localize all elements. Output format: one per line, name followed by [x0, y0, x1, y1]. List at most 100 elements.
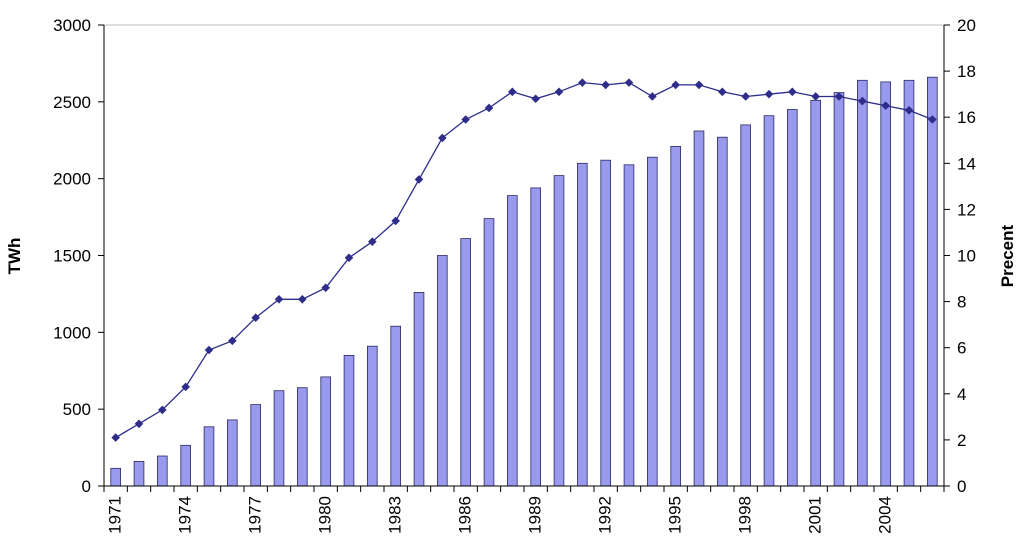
y2-tick-label: 8: [957, 293, 966, 312]
y-tick-label: 500: [63, 400, 91, 419]
bar: [413, 291, 425, 487]
line-point: [321, 283, 330, 293]
x-tick-label: 1974: [176, 496, 195, 534]
y2-tick-label: 18: [957, 62, 976, 81]
line-point: [624, 78, 634, 87]
line-point: [554, 87, 564, 97]
bar: [787, 109, 798, 487]
line-point: [298, 294, 307, 304]
line-point: [904, 105, 914, 115]
line-point: [648, 92, 657, 101]
bar: [110, 467, 122, 487]
x-tick-label: 1983: [386, 496, 405, 534]
line-point: [344, 253, 354, 263]
bar: [927, 76, 938, 487]
bar: [530, 187, 541, 487]
line-point: [694, 80, 704, 90]
y-tick-label: 3000: [53, 16, 91, 35]
x-tick-label: 1980: [316, 496, 335, 534]
y2-tick-label: 12: [957, 200, 976, 219]
bar: [740, 124, 751, 487]
bar: [320, 376, 331, 487]
line-point: [368, 237, 377, 246]
line-point: [508, 87, 517, 97]
bar: [296, 387, 308, 487]
line-point: [438, 133, 447, 143]
line-point: [578, 78, 587, 87]
line-point: [251, 313, 260, 323]
bar: [647, 156, 658, 487]
line-point: [134, 419, 144, 429]
line-point: [718, 87, 727, 97]
line-point: [811, 92, 820, 101]
bar: [880, 81, 891, 487]
line-point: [414, 175, 424, 184]
line-point: [788, 87, 797, 97]
line-point: [881, 101, 890, 110]
line-point: [181, 382, 190, 392]
line-point: [274, 294, 284, 304]
line-point: [484, 103, 494, 113]
y-tick-label: 0: [82, 477, 91, 496]
x-tick-label: 1989: [526, 496, 545, 534]
y-axis-title: TWh: [5, 238, 24, 275]
y-tick-label: 2500: [53, 93, 91, 112]
bar: [133, 460, 145, 487]
x-tick-label: 1971: [106, 496, 125, 534]
bar: [273, 390, 285, 487]
bar: [180, 444, 192, 487]
line-point: [764, 89, 774, 99]
bar: [833, 92, 845, 487]
bar: [903, 79, 915, 487]
y-tick-label: 1500: [53, 247, 91, 266]
line-point: [391, 216, 400, 226]
bar: [553, 175, 565, 487]
line-point: [858, 96, 867, 106]
y2-tick-label: 6: [957, 339, 966, 358]
line-point: [158, 405, 167, 415]
y2-axis-title: Precent: [998, 224, 1017, 287]
series-line: [115, 81, 933, 439]
x-tick-label: 1992: [596, 496, 615, 534]
bar: [343, 354, 355, 487]
bar: [366, 345, 378, 487]
line-point: [111, 433, 120, 442]
bar: [693, 130, 705, 487]
line-point: [461, 115, 470, 124]
bar: [436, 255, 448, 487]
x-tick-label: 1986: [456, 496, 475, 534]
line-point: [228, 336, 237, 346]
y-tick-label: 2000: [53, 170, 91, 189]
line-point: [671, 80, 680, 90]
bar: [203, 426, 215, 487]
y2-tick-label: 14: [957, 154, 976, 173]
bar: [226, 419, 238, 487]
x-tick-label: 2004: [876, 496, 895, 534]
line-point: [928, 115, 937, 124]
line-point: [204, 345, 214, 355]
bar: [717, 136, 728, 487]
bar: [156, 455, 168, 487]
y-tick-label: 1000: [53, 323, 91, 342]
bar: [250, 404, 262, 487]
line-point: [741, 92, 750, 101]
bar: [623, 164, 635, 487]
y2-tick-label: 2: [957, 431, 966, 450]
bar: [810, 99, 821, 487]
y2-tick-label: 0: [957, 477, 966, 496]
bar: [577, 162, 588, 487]
line-point: [834, 92, 844, 101]
y2-tick-label: 4: [957, 385, 966, 404]
axes: 0 500 1000 1500 2000 2500 3000 0 2 4 6 8 10 12 14 16 18 2…: [53, 16, 976, 534]
line-point: [601, 80, 610, 90]
line-series: [111, 78, 937, 442]
bar: [460, 238, 471, 487]
bar: [600, 159, 611, 487]
line-point: [531, 94, 540, 104]
x-tick-label: 1995: [666, 496, 685, 534]
bar: [506, 195, 518, 487]
bar: [763, 115, 775, 487]
bar: [670, 145, 681, 487]
bar: [857, 79, 868, 487]
